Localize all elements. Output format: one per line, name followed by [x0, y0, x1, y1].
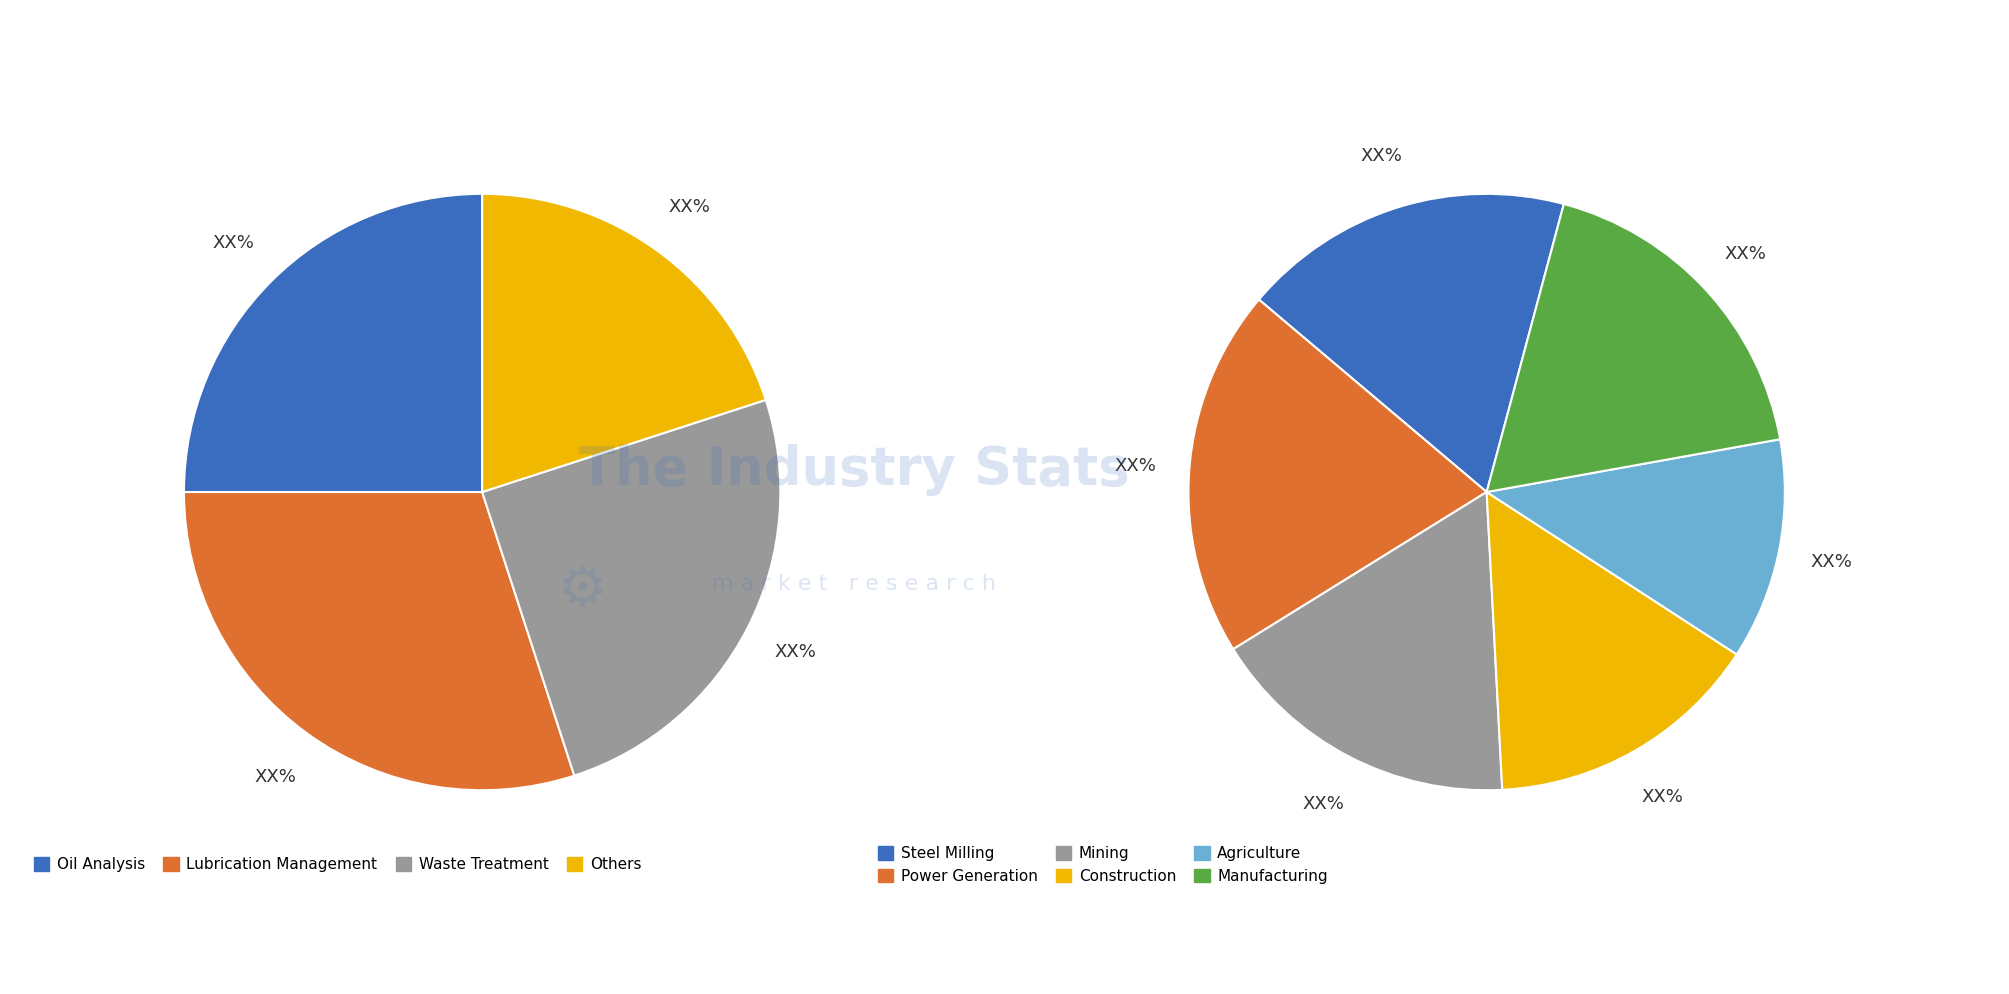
Wedge shape — [1487, 492, 1736, 790]
Legend: Oil Analysis, Lubrication Management, Waste Treatment, Others: Oil Analysis, Lubrication Management, Wa… — [28, 851, 647, 879]
Wedge shape — [185, 492, 575, 790]
Text: ⚙: ⚙ — [559, 565, 607, 618]
Wedge shape — [482, 400, 779, 775]
Text: XX%: XX% — [1360, 147, 1402, 165]
Text: XX%: XX% — [669, 199, 709, 217]
Wedge shape — [1260, 194, 1563, 492]
Wedge shape — [185, 194, 482, 492]
Wedge shape — [1189, 299, 1487, 649]
Text: XX%: XX% — [1726, 245, 1766, 262]
Text: Website: www.theindustrystats.com: Website: www.theindustrystats.com — [1446, 949, 1758, 964]
Wedge shape — [1487, 439, 1784, 654]
Text: m a r k e t   r e s e a r c h: m a r k e t r e s e a r c h — [711, 575, 996, 594]
Text: XX%: XX% — [1641, 788, 1684, 806]
Text: XX%: XX% — [213, 235, 255, 252]
Wedge shape — [1487, 204, 1780, 492]
Text: XX%: XX% — [1302, 795, 1344, 813]
Text: Source: Theindustrystats Analysis: Source: Theindustrystats Analysis — [20, 949, 313, 964]
Text: XX%: XX% — [775, 643, 816, 661]
Text: Email: sales@theindustrystats.com: Email: sales@theindustrystats.com — [763, 949, 1065, 964]
Text: XX%: XX% — [255, 767, 295, 785]
Text: The Industry Stats: The Industry Stats — [579, 443, 1129, 496]
Legend: Steel Milling, Power Generation, Mining, Construction, Agriculture, Manufacturin: Steel Milling, Power Generation, Mining,… — [872, 840, 1334, 890]
Wedge shape — [1234, 492, 1503, 790]
Wedge shape — [482, 194, 765, 492]
Text: XX%: XX% — [1810, 553, 1852, 571]
Text: Fig. Global Total Fluid Management (TFM) Market Share by Product Types & Applica: Fig. Global Total Fluid Management (TFM)… — [24, 40, 1264, 65]
Text: XX%: XX% — [1115, 457, 1157, 475]
